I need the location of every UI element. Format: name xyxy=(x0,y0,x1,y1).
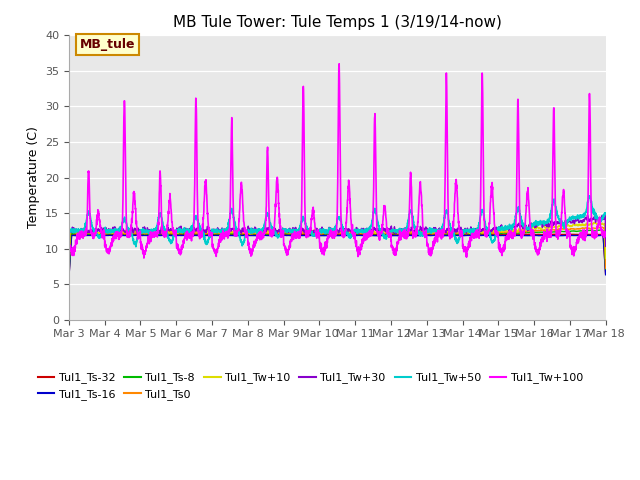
Tul1_Tw+10 xyxy=(591,220,599,226)
Tul1_Tw+30 xyxy=(602,243,609,249)
Tul1_Tw+100 xyxy=(140,255,148,261)
Tul1_Ts0 xyxy=(598,224,605,230)
Tul1_Ts-8 xyxy=(591,228,599,234)
Tul1_Ts-16 xyxy=(158,232,166,238)
Tul1_Tw+10 xyxy=(126,228,134,233)
Tul1_Ts0 xyxy=(158,230,166,236)
Tul1_Ts-8 xyxy=(294,231,302,237)
Line: Tul1_Tw+50: Tul1_Tw+50 xyxy=(69,196,605,247)
Tul1_Tw+50 xyxy=(65,228,73,234)
Tul1_Tw+30 xyxy=(294,228,302,234)
Line: Tul1_Tw+10: Tul1_Tw+10 xyxy=(69,223,605,276)
Line: Tul1_Tw+100: Tul1_Tw+100 xyxy=(69,64,605,258)
Tul1_Tw+10 xyxy=(602,255,609,261)
Tul1_Ts-16 xyxy=(271,233,278,239)
Tul1_Ts-8 xyxy=(65,274,73,280)
Tul1_Tw+50 xyxy=(126,230,134,236)
Tul1_Tw+50 xyxy=(132,244,140,250)
Tul1_Tw+30 xyxy=(126,227,134,232)
Tul1_Ts-32 xyxy=(158,231,166,237)
Tul1_Tw+50 xyxy=(271,229,279,235)
Text: MB_tule: MB_tule xyxy=(79,38,135,51)
Legend: Tul1_Ts-32, Tul1_Ts-16, Tul1_Ts-8, Tul1_Ts0, Tul1_Tw+10, Tul1_Tw+30, Tul1_Tw+50,: Tul1_Ts-32, Tul1_Ts-16, Tul1_Ts-8, Tul1_… xyxy=(33,368,588,404)
Y-axis label: Temperature (C): Temperature (C) xyxy=(26,127,40,228)
Tul1_Ts-8 xyxy=(126,231,134,237)
Tul1_Ts0 xyxy=(294,230,302,236)
Tul1_Ts-8 xyxy=(602,266,609,272)
Tul1_Ts-8 xyxy=(533,229,541,235)
Tul1_Tw+50 xyxy=(585,193,593,199)
Tul1_Ts-32 xyxy=(126,231,134,237)
Tul1_Ts-16 xyxy=(65,275,73,280)
Tul1_Ts-8 xyxy=(595,227,602,233)
Title: MB Tule Tower: Tule Temps 1 (3/19/14-now): MB Tule Tower: Tule Temps 1 (3/19/14-now… xyxy=(173,15,502,30)
Tul1_Tw+100 xyxy=(158,223,166,228)
Tul1_Tw+30 xyxy=(65,273,73,278)
Tul1_Ts-32 xyxy=(294,231,302,237)
Tul1_Tw+100 xyxy=(294,229,302,235)
Tul1_Ts-32 xyxy=(591,232,599,238)
Tul1_Ts-16 xyxy=(294,233,302,239)
Tul1_Tw+50 xyxy=(158,217,166,223)
Tul1_Ts-32 xyxy=(602,271,609,277)
Tul1_Ts-16 xyxy=(534,233,541,239)
Tul1_Tw+100 xyxy=(271,216,279,221)
Tul1_Tw+50 xyxy=(591,216,599,221)
Line: Tul1_Tw+30: Tul1_Tw+30 xyxy=(69,215,605,276)
Tul1_Tw+100 xyxy=(335,61,343,67)
Tul1_Tw+30 xyxy=(584,212,591,218)
Tul1_Ts-8 xyxy=(271,231,278,237)
Line: Tul1_Ts-16: Tul1_Ts-16 xyxy=(69,235,605,277)
Tul1_Tw+30 xyxy=(591,218,599,224)
Tul1_Tw+50 xyxy=(294,228,302,234)
Line: Tul1_Ts-32: Tul1_Ts-32 xyxy=(69,234,605,277)
Tul1_Ts0 xyxy=(602,265,609,271)
Tul1_Tw+100 xyxy=(591,230,599,236)
Tul1_Ts-16 xyxy=(602,272,609,277)
Tul1_Tw+30 xyxy=(533,221,541,227)
Tul1_Tw+100 xyxy=(126,234,134,240)
Tul1_Tw+30 xyxy=(271,228,278,233)
Tul1_Tw+10 xyxy=(65,273,73,279)
Tul1_Ts-32 xyxy=(65,274,73,280)
Tul1_Ts-32 xyxy=(271,231,278,237)
Tul1_Tw+10 xyxy=(158,230,166,236)
Tul1_Ts-32 xyxy=(534,231,541,237)
Tul1_Tw+50 xyxy=(534,223,541,228)
Line: Tul1_Ts0: Tul1_Ts0 xyxy=(69,227,605,274)
Tul1_Tw+100 xyxy=(534,252,541,258)
Tul1_Ts-16 xyxy=(492,232,500,238)
Tul1_Ts0 xyxy=(65,271,73,276)
Tul1_Ts0 xyxy=(591,226,599,231)
Tul1_Ts0 xyxy=(271,230,278,236)
Tul1_Ts-16 xyxy=(126,232,134,238)
Tul1_Tw+10 xyxy=(271,228,278,234)
Tul1_Ts-16 xyxy=(591,233,599,239)
Tul1_Tw+100 xyxy=(602,231,609,237)
Line: Tul1_Ts-8: Tul1_Ts-8 xyxy=(69,230,605,277)
Tul1_Ts0 xyxy=(126,230,134,236)
Tul1_Ts0 xyxy=(533,228,541,234)
Tul1_Tw+10 xyxy=(294,229,302,235)
Tul1_Tw+30 xyxy=(158,225,166,230)
Tul1_Tw+100 xyxy=(65,236,73,242)
Tul1_Tw+50 xyxy=(602,210,609,216)
Tul1_Ts-32 xyxy=(324,231,332,237)
Tul1_Tw+10 xyxy=(533,224,541,230)
Tul1_Ts-8 xyxy=(158,231,166,237)
Tul1_Tw+10 xyxy=(590,220,598,226)
